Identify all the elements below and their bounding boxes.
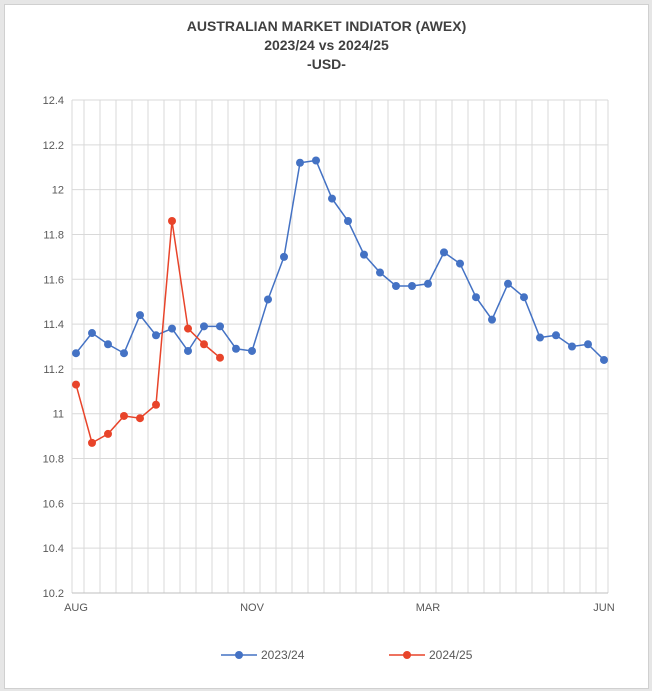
data-point-2023-24 bbox=[312, 156, 320, 165]
data-point-2023-24 bbox=[104, 340, 112, 349]
series-line-2024-25 bbox=[75, 220, 221, 444]
data-point-2024-25 bbox=[200, 340, 208, 349]
series-layer bbox=[72, 156, 608, 447]
chart-title-line-1: AUSTRALIAN MARKET INDIATOR (AWEX) bbox=[186, 18, 467, 34]
y-tick-label: 11.2 bbox=[43, 364, 64, 376]
legend-label-2023-24: 2023/24 bbox=[261, 648, 305, 662]
data-point-2024-25 bbox=[152, 400, 160, 409]
data-point-2023-24 bbox=[216, 322, 224, 331]
legend-item-2023-24: 2023/24 bbox=[221, 645, 304, 665]
data-point-2023-24 bbox=[552, 331, 560, 340]
data-point-2023-24 bbox=[584, 340, 592, 349]
y-tick-label: 10.4 bbox=[43, 543, 64, 555]
data-point-2024-25 bbox=[136, 414, 144, 423]
data-point-2023-24 bbox=[200, 322, 208, 331]
data-point-2024-25 bbox=[120, 411, 128, 420]
x-tick-label: AUG bbox=[64, 602, 88, 614]
data-point-2023-24 bbox=[264, 295, 272, 304]
x-tick-label: NOV bbox=[240, 602, 265, 614]
data-point-2024-25 bbox=[168, 217, 176, 226]
line-chart: 12.4 12.2 12 11.8 11.6 11.4 11.2 11 10.8 10.6 10.4… bbox=[43, 95, 615, 614]
data-point-2023-24 bbox=[456, 259, 464, 268]
data-point-2023-24 bbox=[344, 217, 352, 226]
legend-label-2024-25: 2024/25 bbox=[429, 648, 473, 662]
y-tick-label: 11.8 bbox=[43, 229, 64, 241]
data-point-2023-24 bbox=[232, 344, 240, 353]
data-point-2023-24 bbox=[520, 293, 528, 302]
chart-title-line-2: 2023/24 vs 2024/25 bbox=[264, 37, 389, 53]
y-tick-label: 11.4 bbox=[43, 319, 64, 331]
y-tick-label: 10.6 bbox=[43, 498, 64, 510]
data-point-2024-25 bbox=[216, 353, 224, 362]
data-point-2023-24 bbox=[328, 194, 336, 203]
data-point-2023-24 bbox=[184, 346, 192, 355]
y-tick-label: 10.8 bbox=[43, 454, 64, 466]
y-tick-label: 12 bbox=[52, 185, 64, 197]
series-line-2023-24 bbox=[75, 159, 605, 361]
y-tick-label: 11.6 bbox=[43, 274, 64, 286]
data-point-2023-24 bbox=[600, 355, 608, 364]
axis-layer: 12.4 12.2 12 11.8 11.6 11.4 11.2 11 10.8 10.6 10.4… bbox=[43, 95, 615, 614]
data-point-2024-25 bbox=[104, 429, 112, 438]
chart-title-line-3: -USD- bbox=[307, 56, 346, 72]
data-point-2024-25 bbox=[184, 324, 192, 333]
data-point-2023-24 bbox=[248, 346, 256, 355]
x-tick-label: MAR bbox=[416, 602, 441, 614]
data-point-2023-24 bbox=[568, 342, 576, 351]
chart-frame: AUSTRALIAN MARKET INDIATOR (AWEX) 2023/2… bbox=[4, 4, 649, 689]
data-point-2023-24 bbox=[392, 281, 400, 290]
data-point-2023-24 bbox=[360, 250, 368, 259]
y-tick-label: 12.2 bbox=[43, 140, 64, 152]
data-point-2023-24 bbox=[408, 281, 416, 290]
data-point-2023-24 bbox=[136, 311, 144, 320]
grid-layer bbox=[71, 99, 609, 594]
data-point-2023-24 bbox=[280, 252, 288, 261]
legend-marker-2024-25 bbox=[389, 651, 425, 659]
data-point-2024-25 bbox=[72, 380, 80, 389]
data-point-2023-24 bbox=[72, 349, 80, 358]
y-tick-label: 11 bbox=[53, 409, 64, 421]
data-point-2023-24 bbox=[440, 248, 448, 257]
data-point-2024-25 bbox=[88, 438, 96, 447]
data-point-2023-24 bbox=[168, 324, 176, 333]
legend-marker-2023-24 bbox=[221, 651, 257, 659]
y-tick-label: 10.2 bbox=[43, 588, 64, 600]
data-point-2023-24 bbox=[120, 349, 128, 358]
data-point-2023-24 bbox=[472, 293, 480, 302]
data-point-2023-24 bbox=[504, 279, 512, 288]
data-point-2023-24 bbox=[536, 333, 544, 342]
data-point-2023-24 bbox=[296, 158, 304, 167]
data-point-2023-24 bbox=[88, 329, 96, 338]
data-point-2023-24 bbox=[488, 315, 496, 324]
y-tick-label: 12.4 bbox=[43, 95, 64, 107]
data-point-2023-24 bbox=[376, 268, 384, 277]
legend-item-2024-25: 2024/25 bbox=[389, 645, 472, 665]
data-point-2023-24 bbox=[152, 331, 160, 340]
data-point-2023-24 bbox=[424, 279, 432, 288]
x-tick-label: JUN bbox=[593, 602, 614, 614]
